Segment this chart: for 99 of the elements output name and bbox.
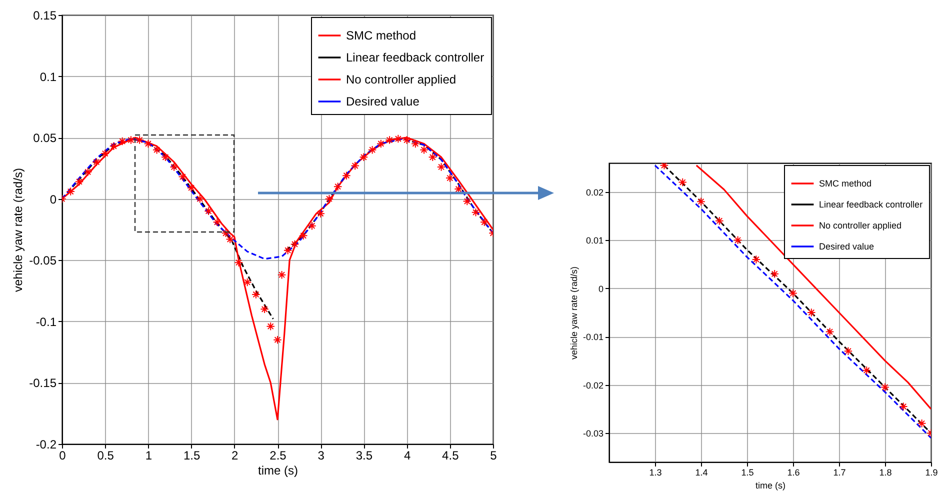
x-tick-label: 2.5 xyxy=(270,448,287,462)
line-series xyxy=(62,138,493,260)
point xyxy=(733,236,742,245)
y-tick-label: 0.15 xyxy=(33,8,57,22)
point xyxy=(899,402,908,411)
point xyxy=(342,171,351,180)
point xyxy=(333,182,342,191)
legend-label: Desired value xyxy=(819,242,874,252)
x-tick-label: 4 xyxy=(404,448,411,462)
point xyxy=(316,209,325,218)
point xyxy=(420,145,428,154)
point xyxy=(917,419,926,428)
y-tick-label: -0.02 xyxy=(582,380,604,390)
y-tick-label: 0.1 xyxy=(40,70,57,84)
x-tick-label: 5 xyxy=(490,448,498,462)
point xyxy=(283,246,292,255)
legend-label: Linear feedback controller xyxy=(346,50,484,64)
y-tick-label: 0.01 xyxy=(586,236,604,246)
point xyxy=(862,366,871,375)
point xyxy=(135,136,144,144)
point xyxy=(471,208,480,217)
point xyxy=(144,139,153,148)
legend-label: No controller applied xyxy=(819,220,902,230)
y-tick-label: -0.05 xyxy=(29,254,57,268)
y-tick-label: 0 xyxy=(598,284,604,294)
point xyxy=(807,308,816,317)
point xyxy=(260,304,269,314)
legend-label: Linear feedback controller xyxy=(819,200,923,210)
x-tick-label: 4.5 xyxy=(442,448,460,462)
point xyxy=(92,158,101,166)
x-tick-label: 1.5 xyxy=(741,468,754,478)
point xyxy=(844,346,853,356)
point xyxy=(436,162,446,172)
line-series xyxy=(696,164,931,410)
x-tick-label: 1.6 xyxy=(787,468,800,478)
point xyxy=(462,196,472,206)
point xyxy=(100,149,110,158)
x-axis-title: time (s) xyxy=(258,464,298,478)
point xyxy=(880,382,890,392)
x-tick-label: 1.4 xyxy=(695,468,708,478)
y-tick-label: -0.1 xyxy=(36,314,57,329)
x-tick-label: 3.5 xyxy=(356,448,373,462)
y-tick-label: 0 xyxy=(50,192,57,206)
x-tick-label: 2 xyxy=(232,448,239,462)
point xyxy=(788,288,798,298)
y-tick-label: 0.05 xyxy=(33,131,57,146)
point xyxy=(234,258,244,267)
point xyxy=(752,255,761,264)
x-tick-label: 3 xyxy=(318,448,325,462)
point xyxy=(696,197,706,206)
legend-label: SMC method xyxy=(346,28,416,42)
point xyxy=(368,145,377,154)
y-tick-label: 0.02 xyxy=(586,187,604,198)
point xyxy=(402,136,412,144)
point xyxy=(266,322,275,331)
x-tick-label: 1.5 xyxy=(183,448,200,462)
point xyxy=(660,163,669,170)
point xyxy=(273,335,282,344)
point xyxy=(277,270,286,280)
x-tick-label: 0 xyxy=(59,448,66,462)
point xyxy=(226,234,234,244)
y-tick-label: -0.03 xyxy=(582,428,604,439)
y-tick-label: -0.01 xyxy=(582,332,604,342)
point xyxy=(290,240,300,249)
y-tick-label: -0.15 xyxy=(29,376,57,390)
x-tick-label: 0.5 xyxy=(97,448,114,462)
point xyxy=(308,221,316,230)
x-tick-label: 1.3 xyxy=(649,468,662,478)
line-series xyxy=(62,136,493,420)
point xyxy=(446,174,454,182)
legend-label: Desired value xyxy=(346,94,420,108)
point xyxy=(359,152,368,162)
legend-label: No controller applied xyxy=(346,72,456,86)
point xyxy=(74,177,84,186)
point xyxy=(715,216,724,226)
x-tick-label: 1.9 xyxy=(925,468,938,478)
point xyxy=(770,270,779,278)
x-tick-label: 1.8 xyxy=(879,468,892,478)
legend-label: SMC method xyxy=(819,178,872,188)
point xyxy=(411,139,420,148)
point xyxy=(252,290,260,299)
point xyxy=(170,162,178,172)
point xyxy=(161,152,170,162)
point xyxy=(196,194,204,204)
point xyxy=(678,178,687,187)
point xyxy=(825,327,834,336)
y-axis-title: vehicle yaw rate (rad/s) xyxy=(11,168,26,292)
point xyxy=(66,187,75,196)
point xyxy=(350,161,360,170)
point xyxy=(480,218,489,227)
y-axis-title: vehicle yaw rate (rad/s) xyxy=(568,266,579,360)
point xyxy=(428,152,438,162)
x-tick-label: 1 xyxy=(145,448,152,462)
x-axis-title: time (s) xyxy=(756,480,786,490)
y-tick-label: -0.2 xyxy=(36,438,57,452)
point xyxy=(221,228,230,238)
x-tick-label: 1.7 xyxy=(833,468,846,478)
point xyxy=(83,168,92,176)
point xyxy=(204,206,213,216)
